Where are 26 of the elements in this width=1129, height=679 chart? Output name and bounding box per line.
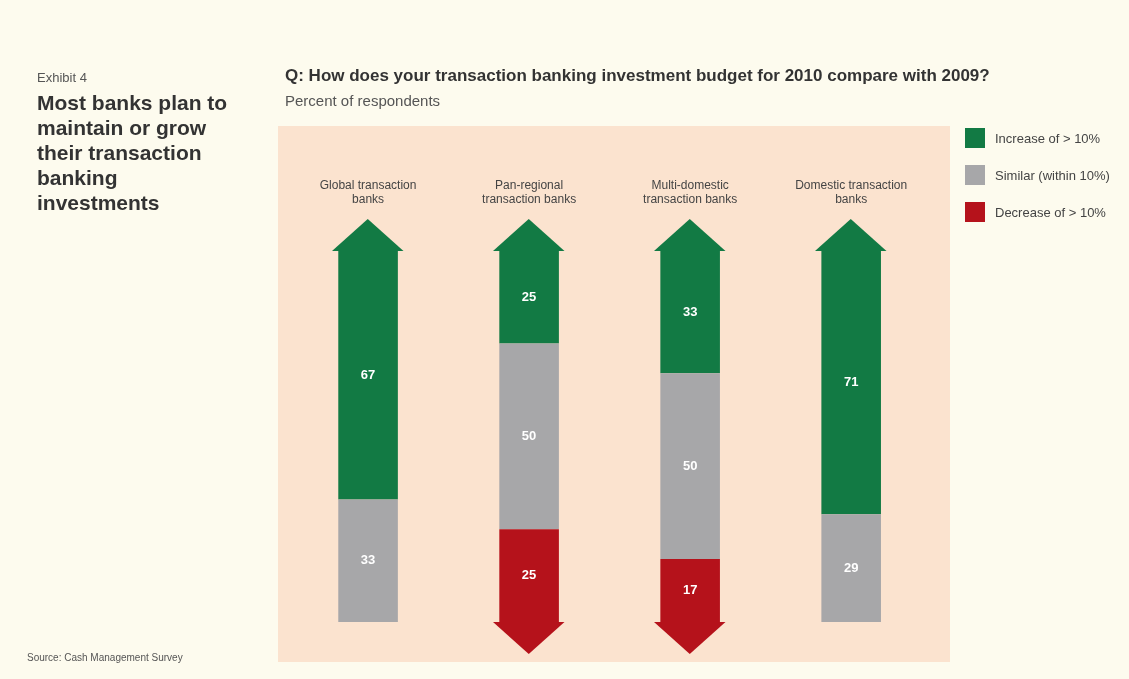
- data-label: 50: [521, 427, 537, 443]
- x-tick-label: Domestic transaction banks: [795, 177, 908, 206]
- x-tick-label: Pan-regional transaction banks: [482, 177, 577, 206]
- x-tick-label: Global transaction banks: [319, 177, 417, 206]
- data-label: 25: [521, 288, 537, 304]
- chart-subtitle: Q: How does your transaction banking investment budget for 2010 compare with 2009?: [285, 66, 990, 86]
- data-label: 33: [360, 552, 376, 568]
- text: Exhibit 4: [37, 70, 87, 85]
- bar: [499, 343, 559, 530]
- source-note: Source: Cash Management Survey: [27, 652, 183, 663]
- y-axis-title: Percent of respondents: [285, 92, 441, 109]
- bar: [338, 499, 398, 622]
- legend-label: Increase of > 10%: [995, 130, 1101, 146]
- chart-title: Most banks plan to maintain or grow their transaction banking investments: [37, 90, 229, 215]
- data-label: 25: [521, 567, 537, 583]
- bar: [821, 514, 881, 622]
- data-label: 33: [682, 303, 698, 319]
- legend-label: Similar (within 10%): [995, 167, 1110, 183]
- legend-label: Decrease of > 10%: [995, 204, 1106, 220]
- data-label: 29: [843, 559, 859, 575]
- data-label: 67: [360, 366, 376, 382]
- x-tick-label: Multi-domestic transaction banks: [643, 177, 738, 206]
- data-label: 50: [682, 457, 698, 473]
- data-label: 17: [682, 582, 698, 598]
- data-label: 71: [843, 374, 859, 390]
- bar: [660, 373, 720, 559]
